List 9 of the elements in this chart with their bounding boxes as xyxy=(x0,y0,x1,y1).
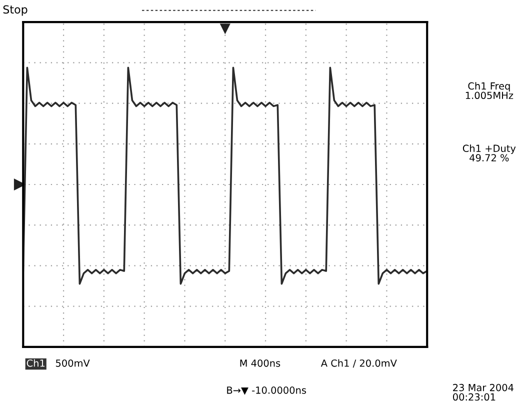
text: A Ch1 / 20.0mV xyxy=(320,359,397,368)
text: Stop xyxy=(3,5,28,16)
text: Ch1 +Duty 49.72 % xyxy=(462,144,516,162)
text: Ch1 Freq 1.005MHz xyxy=(466,82,514,100)
text: 23 Mar 2004 00:23:01 xyxy=(453,384,514,401)
text: M 400ns xyxy=(240,359,280,367)
text: 500mV xyxy=(56,359,90,367)
text: B→▼ -10.0000ns xyxy=(227,386,306,395)
text: Ch1 xyxy=(26,359,45,367)
